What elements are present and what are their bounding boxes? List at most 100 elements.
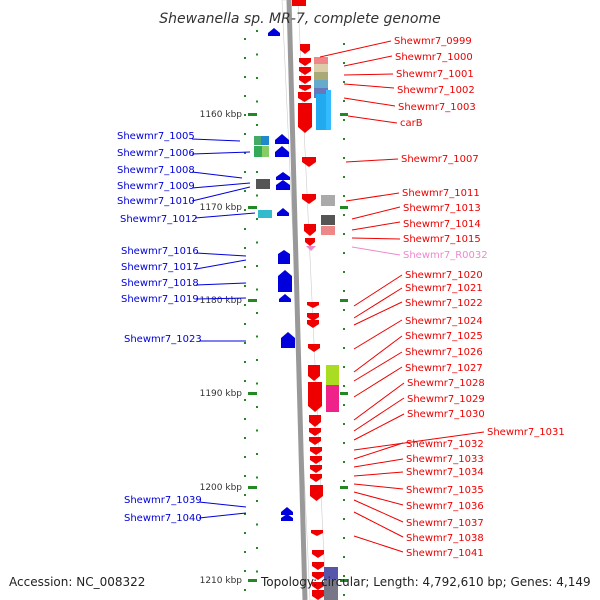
gene-label: Shewmr7_1010 (117, 196, 195, 207)
tick-mark (343, 461, 345, 463)
tick-mark (343, 499, 345, 501)
tick-mark (256, 77, 258, 79)
forward-gene-arrow (279, 294, 291, 302)
gene-label: Shewmr7_1040 (124, 513, 202, 524)
reverse-gene-arrow (309, 415, 321, 427)
reverse-gene-arrow (310, 465, 322, 473)
gene-label: Shewmr7_1007 (401, 154, 479, 165)
tick-mark (244, 589, 246, 591)
gene-label: Shewmr7_1036 (406, 501, 484, 512)
kbp-tick (340, 579, 348, 582)
leader-line (353, 471, 404, 477)
leader-line (195, 252, 247, 257)
tick-mark (244, 247, 246, 249)
reverse-gene-arrow (312, 582, 324, 590)
leader-line (347, 115, 398, 124)
kbp-label: 1160 kbp (200, 110, 243, 120)
tick-mark (256, 218, 258, 220)
blast-hit-block (258, 210, 272, 218)
forward-gene-arrow (281, 332, 295, 348)
leader-line (191, 186, 251, 202)
gene-label: Shewmr7_1031 (487, 427, 565, 438)
leader-line (343, 83, 395, 89)
tick-mark (244, 551, 246, 553)
tick-mark (343, 309, 345, 311)
tick-mark (343, 404, 345, 406)
reverse-gene-arrow (304, 224, 316, 236)
tick-mark (244, 171, 246, 173)
forward-gene-arrow (276, 172, 290, 180)
leader-line (319, 40, 392, 58)
leader-line (353, 335, 403, 373)
leader-line (345, 158, 399, 163)
reverse-gene-arrow (300, 44, 310, 54)
tick-mark (244, 209, 246, 211)
tick-mark (343, 176, 345, 178)
blast-hit-block (321, 195, 335, 206)
tick-mark (343, 347, 345, 349)
reverse-gene-arrow (312, 572, 324, 580)
tick-mark (343, 138, 345, 140)
forward-gene-arrow (278, 270, 292, 292)
gene-label: Shewmr7_1029 (407, 394, 485, 405)
gene-labels: Shewmr7_1005 Shewmr7_1006 Shewmr7_1008 Shew… (117, 36, 565, 559)
tick-mark (256, 171, 258, 173)
blast-hit-block (314, 72, 328, 80)
gene-label: Shewmr7_1008 (117, 165, 195, 176)
gene-label: Shewmr7_1030 (407, 409, 485, 420)
tick-mark (244, 133, 246, 135)
kbp-label: 1190 kbp (200, 389, 243, 399)
gene-label: Shewmr7_1018 (121, 278, 199, 289)
tick-mark (256, 335, 258, 338)
leader-line (353, 366, 403, 398)
gene-label: Shewmr7_1014 (403, 219, 481, 230)
coordinate-axis: 1160 kbp 1170 kbp 1180 kbp 1190 kbp 1200 kbp… (200, 110, 348, 586)
tick-mark (256, 124, 258, 126)
tick-mark (343, 43, 345, 45)
leader-line (353, 499, 404, 523)
reverse-gene-arrow (312, 590, 324, 600)
leader-line (353, 397, 405, 432)
tick-mark (343, 271, 345, 273)
tick-mark (244, 380, 246, 382)
tick-mark (343, 442, 345, 444)
leader-line (191, 182, 251, 189)
tick-mark (244, 418, 246, 420)
leader-line (353, 431, 485, 451)
leader-line (353, 483, 404, 490)
blast-hit-block (254, 146, 262, 157)
gene-label: Shewmr7_1013 (403, 203, 481, 214)
leader-line (343, 73, 394, 76)
gene-label: Shewmr7_1041 (406, 548, 484, 559)
gene-label: Shewmr7_1038 (406, 533, 484, 544)
genome-summary: Topology: circular; Length: 4,792,610 bp… (260, 575, 591, 589)
blast-hit-block (326, 385, 339, 412)
tick-mark (256, 500, 258, 502)
tick-mark (256, 312, 258, 314)
tick-mark (343, 366, 345, 368)
tick-mark (343, 328, 345, 330)
tick-mark (244, 152, 246, 154)
gene-label: Shewmr7_1003 (398, 102, 476, 113)
gene-label: Shewmr7_1022 (405, 298, 483, 309)
tick-mark (256, 476, 258, 479)
leader-line (351, 221, 401, 231)
blast-hit-block (262, 146, 269, 157)
leader-line (353, 287, 403, 319)
tick-mark (343, 594, 345, 596)
kbp-label: 1180 kbp (200, 296, 243, 306)
reverse-gene-arrow (312, 550, 324, 558)
blast-hit-block (324, 579, 338, 600)
tick-mark (256, 100, 258, 103)
tick-mark (343, 556, 345, 558)
tick-mark (343, 157, 345, 159)
leader-line (353, 511, 404, 538)
tick-mark (244, 513, 246, 515)
tick-mark (343, 537, 345, 539)
gene-label: Shewmr7_1033 (406, 454, 484, 465)
blast-hit-block (254, 136, 261, 145)
leader-lines (191, 40, 485, 553)
reverse-gene-arrow (309, 437, 321, 445)
tick-mark (256, 382, 258, 385)
kbp-label: 1210 kbp (200, 576, 243, 586)
